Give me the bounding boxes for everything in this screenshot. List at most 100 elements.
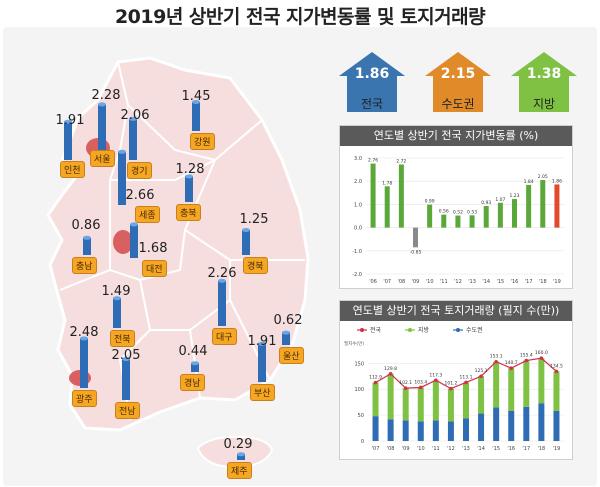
house-capital: 2.15	[423, 50, 493, 112]
region-label-sejong: 세종	[135, 206, 160, 223]
x-tick-label: '15	[496, 279, 504, 285]
total-point	[539, 356, 544, 360]
house-national: 1.86	[337, 50, 407, 112]
data-label: 101.2	[444, 381, 457, 387]
region-bar-top	[80, 336, 88, 341]
sejong-highlight	[113, 230, 133, 254]
region-bar	[122, 359, 130, 400]
total-point	[418, 385, 423, 390]
x-tick-label: '15	[492, 446, 500, 452]
total-point	[524, 358, 529, 363]
region-value-seoul: 2.28	[91, 88, 121, 103]
data-label: 0.56	[439, 209, 449, 215]
region-label-gangwon: 강원	[190, 133, 215, 150]
region-label-chungnam: 충남	[72, 257, 97, 274]
house-provincial: 1.38	[509, 50, 579, 112]
region-bar	[258, 343, 266, 382]
house-national-caption: 전국	[360, 97, 384, 111]
region-label-gyeongnam: 경남	[180, 374, 205, 391]
region-bar-top	[237, 452, 245, 457]
region-value-daegu: 2.26	[207, 266, 237, 281]
data-label: 103.4	[414, 379, 427, 385]
house-national-icon	[339, 52, 405, 112]
region-bar	[129, 118, 137, 160]
provincial-bar	[553, 371, 560, 411]
provincial-bar	[523, 360, 530, 407]
provincial-bar	[493, 361, 500, 408]
region-label-gyeonggi: 경기	[127, 162, 152, 179]
region-bar	[98, 104, 106, 150]
capital-bar	[417, 421, 424, 441]
y-tick-label: 50	[358, 413, 364, 419]
data-label: 153.1	[490, 354, 503, 360]
total-point	[434, 378, 438, 383]
region-label-jeju: 제주	[227, 462, 252, 479]
total-point	[449, 386, 453, 391]
bar	[469, 215, 475, 228]
data-label: 113.1	[460, 374, 473, 380]
provincial-bar	[478, 376, 485, 414]
bar	[370, 163, 376, 228]
region-value-incheon: 1.91	[55, 113, 85, 128]
data-label: 140.7	[505, 360, 518, 366]
provincial-bar	[447, 388, 454, 422]
price-change-panel: 연도별 상반기 전국 지가변동률 (%) 3.0 2.0 1.0 0.0 -1.0 -2.…	[339, 125, 573, 289]
x-tick-label: '12	[454, 279, 462, 285]
total-point	[403, 386, 408, 390]
total-point	[388, 372, 393, 376]
data-label: 2.05	[538, 174, 548, 180]
region-bar-top	[130, 222, 138, 227]
provincial-bar	[432, 380, 439, 421]
data-label: 1.07	[495, 197, 505, 203]
unit-label: 필지수(만)	[344, 340, 364, 347]
legend-label: 수도권	[466, 326, 483, 334]
region-bar-top	[258, 341, 266, 346]
bar	[384, 186, 390, 228]
capital-bar	[463, 418, 469, 441]
region-value-ulsan: 0.62	[273, 313, 303, 328]
region-bar	[113, 298, 121, 328]
price-change-chart: 3.0 2.0 1.0 0.0 -1.0 -2.0 2.76 '06 1.78 '07 2.72 '0…	[352, 156, 564, 285]
capital-bar	[478, 413, 485, 441]
region-value-gwangju: 2.48	[69, 325, 99, 340]
data-label: 2.76	[368, 158, 378, 164]
region-label-jeonbuk: 전북	[110, 330, 135, 347]
data-label: 134.5	[550, 363, 563, 369]
provincial-bar	[463, 382, 469, 419]
capital-bar	[508, 410, 515, 441]
data-label: 117.3	[429, 372, 442, 378]
data-label: 0.52	[453, 210, 463, 216]
bar	[441, 214, 447, 228]
house-capital-caption: 수도권	[441, 97, 475, 111]
x-tick-label: '17	[525, 279, 533, 285]
provincial-bar	[508, 368, 515, 411]
x-tick-label: '08	[387, 446, 395, 452]
region-label-daegu: 대구	[212, 328, 237, 345]
house-provincial-icon	[511, 52, 577, 112]
house-capital-icon	[425, 52, 491, 112]
region-label-daejeon: 대전	[142, 260, 167, 277]
x-tick-label: '16	[511, 279, 519, 285]
capital-bar	[372, 416, 379, 441]
region-value-gangwon: 1.45	[181, 89, 211, 104]
provincial-bar	[402, 388, 409, 421]
price-change-title: 연도별 상반기 전국 지가변동률 (%)	[340, 126, 572, 146]
region-label-gyeongbuk: 경북	[243, 257, 268, 274]
x-tick-label: '08	[397, 279, 405, 285]
region-label-incheon: 인천	[60, 161, 85, 178]
region-label-gwangju: 광주	[72, 390, 97, 407]
region-bar-top	[242, 228, 250, 232]
x-tick-label: '17	[522, 446, 530, 452]
data-label: 160.0	[535, 350, 548, 356]
region-value-busan: 1.91	[247, 334, 277, 349]
x-tick-label: '14	[482, 279, 490, 285]
total-point	[479, 374, 483, 379]
region-bar	[237, 454, 245, 460]
region-bar-top	[192, 100, 200, 104]
provincial-bar	[417, 387, 424, 422]
provincial-bar	[387, 373, 394, 420]
region-value-jeonnam: 2.05	[111, 348, 141, 363]
region-bar	[242, 230, 250, 255]
x-tick-label: '13	[462, 446, 470, 452]
data-label: 129.8	[384, 366, 397, 372]
